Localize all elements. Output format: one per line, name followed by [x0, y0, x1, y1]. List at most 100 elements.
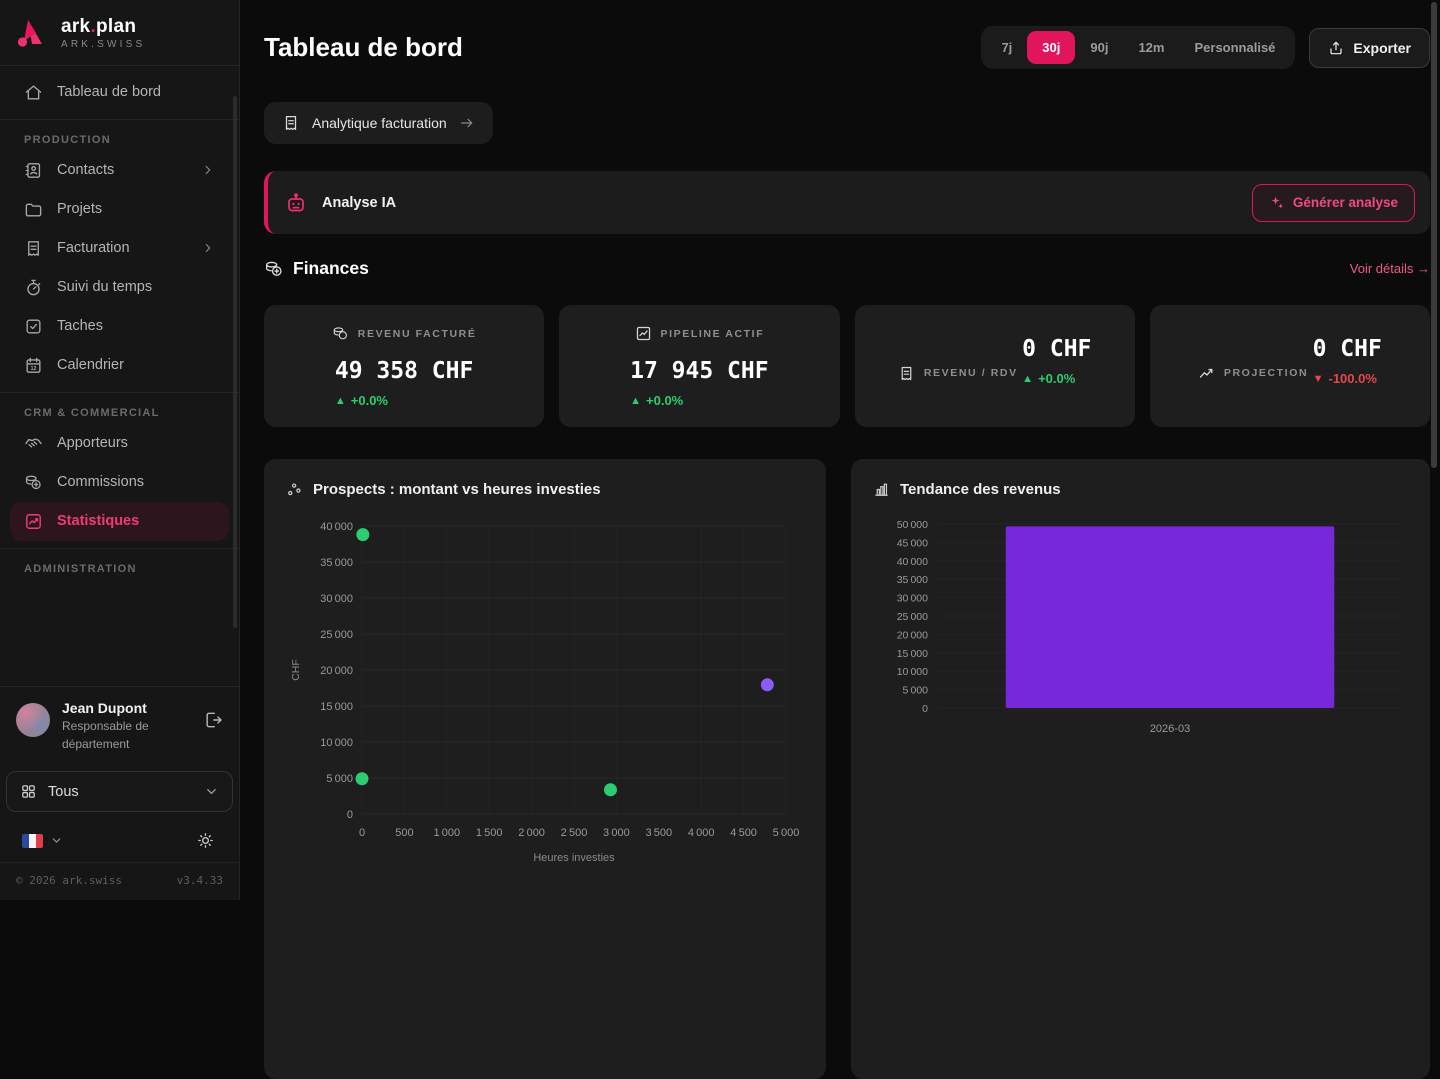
svg-text:10 000: 10 000 — [320, 737, 353, 749]
chart-title: Tendance des revenus — [900, 480, 1061, 498]
stat-value: 49 358 CHF — [334, 358, 474, 384]
sidebar-scrollbar[interactable] — [233, 96, 237, 628]
sidebar-item-facturation[interactable]: Facturation — [10, 229, 229, 268]
sidebar-item-contacts[interactable]: Contacts — [10, 151, 229, 190]
svg-text:0: 0 — [347, 809, 353, 821]
sidebar-item-taches[interactable]: Taches — [10, 307, 229, 346]
scatter-chart[interactable]: 0 500 1 000 1 500 2 000 2 500 3 000 3 500 4 000 4… — [286, 514, 804, 871]
coins-icon — [264, 259, 284, 279]
svg-text:15 000: 15 000 — [320, 701, 353, 713]
range-12m[interactable]: 12m — [1138, 40, 1165, 55]
avatar — [16, 703, 50, 738]
svg-text:40 000: 40 000 — [320, 521, 353, 533]
section-label-administration: ADMINISTRATION — [24, 562, 137, 575]
delta-arrow-icon: ▼ — [1312, 372, 1324, 385]
svg-text:0: 0 — [359, 827, 365, 839]
generate-analysis-button[interactable]: Générer analyse — [1251, 183, 1415, 222]
sidebar-bottom: Jean Dupont Responsable de département T… — [0, 686, 239, 900]
svg-text:35 000: 35 000 — [320, 557, 353, 569]
svg-text:30 000: 30 000 — [897, 592, 928, 604]
brand-name: ark.plan — [61, 16, 137, 37]
sidebar-item-label: Calendrier — [57, 357, 124, 374]
version-text: v3.4.33 — [176, 874, 223, 887]
chart-title-row: Prospects : montant vs heures investies — [286, 481, 804, 498]
svg-text:50 000: 50 000 — [897, 519, 928, 531]
svg-text:45 000: 45 000 — [897, 537, 928, 549]
range-90j[interactable]: 90j — [1090, 40, 1109, 55]
svg-text:2 000: 2 000 — [518, 827, 545, 839]
finances-title: Finances — [293, 258, 369, 278]
delta-arrow-icon: ▲ — [630, 394, 642, 407]
svg-text:15 000: 15 000 — [897, 647, 928, 659]
scatter-icon — [286, 481, 303, 498]
svg-text:CHF: CHF — [290, 659, 302, 681]
svg-text:30 000: 30 000 — [320, 593, 353, 605]
page-title: Tableau de bord — [264, 32, 463, 62]
upload-icon — [1328, 40, 1344, 56]
stat-label: PROJECTION — [1223, 367, 1309, 379]
stat-delta: ▲ +0.0% — [1022, 371, 1091, 386]
divider — [0, 686, 239, 688]
brand-logo: ark.plan ARK.SWISS — [0, 0, 239, 65]
sidebar-item-dashboard[interactable]: Tableau de bord — [10, 73, 229, 112]
sidebar-item-apporteurs[interactable]: Apporteurs — [10, 424, 229, 463]
chevron-down-icon — [204, 784, 219, 799]
shortcut-label: Analytique facturation — [312, 115, 447, 131]
bar-chart[interactable]: 0 5 000 10 000 15 000 20 000 25 000 30 000 35 0… — [873, 514, 1408, 759]
stat-delta: ▲ +0.0% — [335, 393, 473, 408]
logout-icon[interactable] — [203, 710, 223, 735]
contacts-icon — [24, 161, 43, 180]
user-profile[interactable]: Jean Dupont Responsable de département — [0, 687, 239, 763]
home-icon — [24, 83, 43, 102]
sidebar-item-statistiques[interactable]: Statistiques — [10, 501, 229, 541]
sidebar-item-projets[interactable]: Projets — [10, 190, 229, 229]
sun-icon[interactable] — [196, 831, 215, 850]
scope-filter-select[interactable]: Tous — [6, 771, 233, 812]
stat-card-pipeline-actif: PIPELINE ACTIF 17 945 CHF ▲ +0.0% — [559, 305, 840, 427]
svg-text:5 000: 5 000 — [903, 684, 929, 696]
sidebar-footer: © 2026 ark.swiss v3.4.33 — [0, 862, 239, 900]
coins-icon — [24, 473, 43, 492]
sidebar-item-label: Tableau de bord — [57, 84, 161, 101]
svg-text:25 000: 25 000 — [320, 629, 353, 641]
chevron-down-icon[interactable] — [50, 834, 63, 847]
copyright-text: © 2026 ark.swiss — [16, 874, 122, 887]
language-row — [0, 818, 239, 862]
stat-card-revenu-facture: REVENU FACTURÉ 49 358 CHF ▲ +0.0% — [264, 305, 545, 427]
receipt-icon — [898, 365, 915, 382]
stat-body: 0 CHF ▼ -100.0% — [1313, 336, 1382, 386]
stat-label: REVENU FACTURÉ — [357, 327, 477, 340]
svg-text:40 000: 40 000 — [897, 555, 928, 567]
svg-text:4 000: 4 000 — [688, 827, 715, 839]
billing-analytics-shortcut[interactable]: Analytique facturation — [264, 102, 493, 144]
chart-title-row: Tendance des revenus — [873, 481, 1408, 498]
charts-grid: Prospects : montant vs heures investies … — [264, 458, 1430, 1079]
sidebar-item-commissions[interactable]: Commissions — [10, 463, 229, 502]
stat-card-header: PIPELINE ACTIF — [635, 325, 765, 342]
sidebar-item-label: Projets — [57, 201, 103, 218]
stat-card-revenu-rdv: REVENU / RDV 0 CHF ▲ +0.0% — [854, 305, 1135, 427]
stat-value: 0 CHF — [1312, 336, 1382, 362]
range-custom[interactable]: Personnalisé — [1194, 40, 1276, 55]
svg-text:3 500: 3 500 — [645, 827, 672, 839]
french-flag-icon[interactable] — [22, 833, 43, 848]
sidebar-item-label: Suivi du temps — [57, 279, 153, 296]
svg-text:1 500: 1 500 — [476, 827, 503, 839]
sidebar-nav-home: Tableau de bord — [0, 66, 239, 119]
stat-card-header: PROJECTION — [1198, 365, 1308, 382]
window-scrollbar[interactable] — [1431, 2, 1437, 468]
delta-value: +0.0% — [646, 393, 684, 408]
sidebar-item-suivi-du-temps[interactable]: Suivi du temps — [10, 268, 229, 307]
stat-card-header: REVENU FACTURÉ — [332, 325, 477, 342]
main-header: Tableau de bord 7j 30j 90j 12m Personnal… — [264, 26, 1430, 69]
details-link[interactable]: Voir détails → — [1349, 261, 1430, 276]
stat-body: 49 358 CHF ▲ +0.0% — [335, 358, 473, 408]
range-30j[interactable]: 30j — [1027, 31, 1076, 64]
range-7j[interactable]: 7j — [1001, 40, 1013, 55]
chart-title: Prospects : montant vs heures investies — [313, 480, 601, 498]
finances-header: Finances Voir détails → — [264, 258, 1430, 279]
export-button[interactable]: Exporter — [1309, 27, 1430, 68]
sidebar-item-calendrier[interactable]: 12 Calendrier — [10, 346, 229, 385]
svg-text:2 500: 2 500 — [561, 827, 588, 839]
ai-banner-label: Analyse IA — [322, 194, 397, 211]
